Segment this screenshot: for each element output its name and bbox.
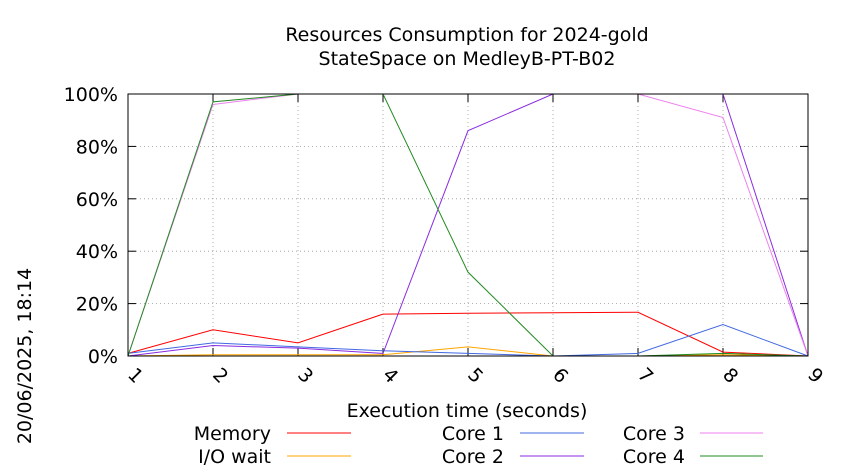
x-tick-label: 5 [463, 364, 487, 388]
series-line-core-1 [127, 324, 809, 357]
y-tick-label: 80% [76, 136, 118, 158]
x-tick-label: 8 [718, 364, 742, 388]
series-line-core-4 [127, 93, 809, 357]
y-tick-label: 60% [76, 189, 118, 211]
y-tick-label: 0% [88, 346, 118, 368]
series-line-core-3 [127, 93, 809, 357]
x-tick-label: 7 [633, 364, 657, 388]
series-line-i-o-wait [127, 346, 809, 357]
chart-subtitle: StateSpace on MedleyB-PT-B02 [319, 48, 616, 70]
y-tick-label: 40% [76, 241, 118, 263]
legend-label: Core 1 [442, 423, 504, 445]
legend-label: I/O wait [198, 446, 271, 468]
legend-label: Core 3 [623, 423, 685, 445]
x-tick-label: 9 [803, 364, 827, 388]
grid [127, 93, 809, 357]
legend-label: Core 2 [442, 446, 504, 468]
x-tick-label: 4 [378, 364, 402, 388]
plot-frame [127, 93, 809, 357]
legend-label: Memory [194, 423, 271, 445]
x-tick-label: 6 [548, 364, 572, 388]
x-axis-label: Execution time (seconds) [347, 400, 588, 422]
timestamp-label: 20/06/2025, 18:14 [14, 268, 36, 444]
y-axis-ticks: 0% 20% 40% 60% 80% 100% [64, 84, 808, 368]
series-lines [127, 93, 809, 357]
series-line-core-2 [127, 93, 809, 357]
y-tick-label: 20% [76, 294, 118, 316]
y-tick-label: 100% [64, 84, 118, 106]
legend-label: Core 4 [623, 446, 685, 468]
chart-title: Resources Consumption for 2024-gold [285, 24, 648, 46]
x-tick-label: 3 [293, 364, 317, 388]
series-line-memory [127, 311, 809, 357]
x-tick-label: 1 [123, 364, 147, 388]
x-tick-label: 2 [208, 364, 232, 388]
